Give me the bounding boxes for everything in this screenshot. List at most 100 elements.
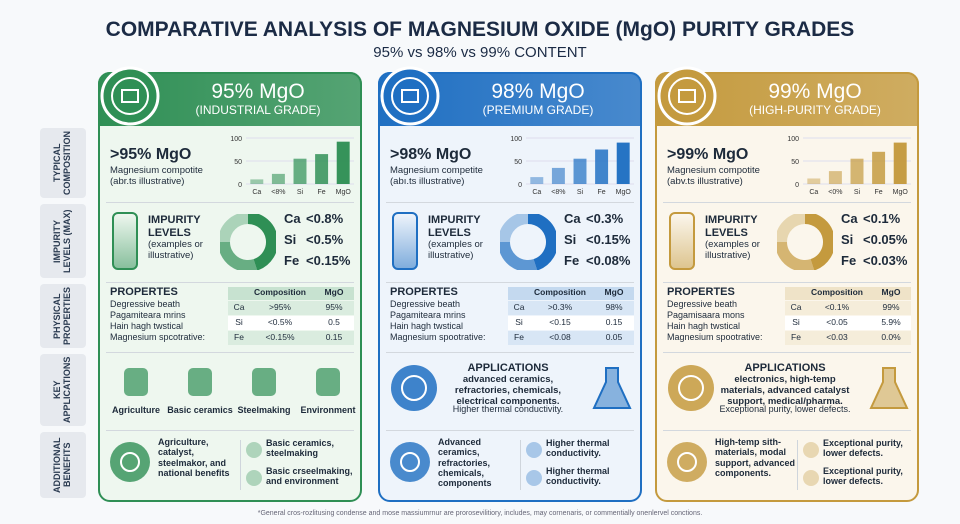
- table-row: [508, 331, 634, 345]
- application-icon: [316, 368, 340, 396]
- bar: [315, 154, 329, 184]
- table-cell: <0.03: [826, 332, 848, 342]
- grade-label: (INDUSTRIAL GRADE): [195, 103, 321, 117]
- x-tick-label: <8%: [551, 189, 565, 196]
- icon-inner: [391, 77, 429, 115]
- table-cell: 5.9%: [881, 317, 901, 327]
- donut-segment: [804, 214, 833, 270]
- x-tick-label: <0%: [828, 189, 842, 196]
- property-line: Pagamisaara mons: [667, 310, 745, 320]
- impurity-element: Si: [564, 232, 577, 247]
- row-label-box: ADDITIONAL BENEFITS: [40, 432, 86, 498]
- benefit-item: Basic crseelmaking, and environment: [266, 466, 353, 487]
- donut-segment: [220, 214, 249, 243]
- benefit-divider: [520, 440, 521, 490]
- benefit-bullet: [526, 442, 542, 458]
- row-label-box: PHYSICAL PROPERTIES: [40, 284, 86, 348]
- table-cell: Ca: [790, 302, 802, 312]
- benefit-bullet: [246, 470, 262, 486]
- application-icon: [592, 367, 632, 409]
- subtitle: 95% vs 98% vs 99% CONTENT: [373, 44, 587, 61]
- table-header-bg: [785, 287, 911, 300]
- divider: [663, 202, 911, 203]
- x-tick-label: Fe: [598, 189, 606, 196]
- divider: [106, 352, 354, 353]
- x-tick-label: Ca: [252, 189, 261, 196]
- table-header: MgO: [881, 287, 901, 297]
- impurity-title: IMPURITY LEVELS: [148, 214, 201, 239]
- x-tick-label: MgO: [616, 189, 632, 196]
- application-icon: [188, 368, 212, 396]
- icon-ring: [380, 66, 440, 126]
- icon-ring: [110, 442, 150, 482]
- table-cell: Fe: [791, 332, 801, 342]
- table-cell: Ca: [513, 302, 525, 312]
- application-icon: [668, 365, 714, 411]
- y-tick-label: 50: [791, 159, 799, 166]
- bar: [595, 149, 609, 184]
- impurity-element: Si: [841, 232, 854, 247]
- divider: [663, 352, 911, 353]
- impurity-element: Ca: [841, 211, 858, 226]
- icon-glyph: [678, 89, 696, 103]
- table-header: Composition: [534, 287, 586, 297]
- icon-ring: [668, 365, 714, 411]
- impurity-element: Fe: [284, 253, 300, 268]
- headline: >95% MgO: [110, 146, 192, 163]
- row-label: IMPURITY LEVELS (MAX): [52, 209, 72, 273]
- table-row: [228, 331, 354, 345]
- grade-name: 99% MgO: [768, 80, 862, 103]
- icon-glyph: [121, 89, 139, 103]
- icon-inner: [677, 452, 697, 472]
- icon-inner: [111, 77, 149, 115]
- benefit-icon: [110, 442, 150, 482]
- properties-title: PROPERTES: [390, 286, 458, 298]
- benefit-bullet: [803, 442, 819, 458]
- composition-note: Magnesium compotite (abr.ts illustrative…: [110, 165, 203, 187]
- table-cell: <0.5%: [267, 317, 293, 327]
- row-label: ADDITIONAL BENEFITS: [52, 437, 72, 493]
- bar: [893, 142, 907, 184]
- divider: [663, 430, 911, 431]
- impurity-limit: <0.15%: [306, 253, 351, 268]
- property-line: Degressive beath: [390, 299, 461, 309]
- x-tick-label: Fe: [875, 189, 883, 196]
- bar: [551, 167, 565, 184]
- application-label: Steelmaking: [237, 405, 291, 415]
- benefit-item: Higher thermal conductivity.: [546, 466, 610, 487]
- impurity-title: IMPURITY LEVELS: [428, 214, 481, 239]
- donut-segment: [527, 214, 556, 270]
- bar: [850, 158, 864, 184]
- divider: [106, 282, 354, 283]
- icon-inner: [120, 452, 140, 472]
- table-cell: >95%: [269, 302, 291, 312]
- table-cell: 99%: [882, 302, 900, 312]
- table-cell: <0.08: [549, 332, 571, 342]
- property-line: Magnesium spcotrative:: [110, 332, 206, 342]
- header-icon: [380, 66, 440, 126]
- y-tick-label: 100: [230, 136, 242, 143]
- title: COMPARATIVE ANALYSIS OF MAGNESIUM OXIDE …: [105, 18, 855, 41]
- table-cell: Si: [792, 317, 800, 327]
- icon-glyph: [401, 89, 419, 103]
- icon-inner: [401, 375, 427, 401]
- benefit-icon: [667, 442, 707, 482]
- icon-ring: [391, 365, 437, 411]
- properties-title: PROPERTES: [110, 286, 178, 298]
- bar-chart: 0 50 100 Ca <8% Si Fe MgO: [510, 136, 634, 196]
- table-row: [508, 301, 634, 315]
- table-header: MgO: [604, 287, 624, 297]
- y-tick-label: 100: [510, 136, 522, 143]
- table-row: [785, 331, 911, 345]
- bar: [616, 142, 630, 184]
- table-row: [228, 316, 354, 330]
- benefit-item: Basic ceramics, steelmaking: [266, 438, 335, 459]
- application-icon: [252, 368, 276, 396]
- donut-segment: [777, 241, 815, 270]
- header-icon: [100, 66, 160, 126]
- grade-label: (HIGH-PURITY GRADE): [749, 103, 881, 117]
- icon-inner: [678, 375, 704, 401]
- benefit-bullet: [526, 470, 542, 486]
- application-label: Environment: [300, 405, 356, 415]
